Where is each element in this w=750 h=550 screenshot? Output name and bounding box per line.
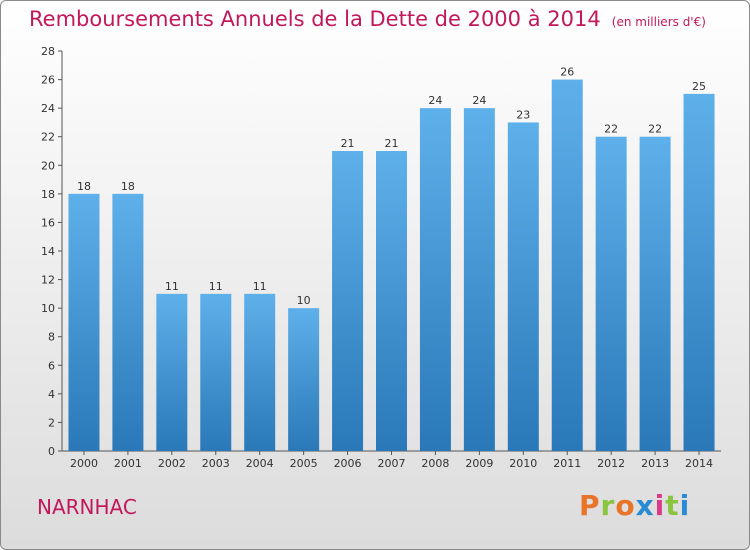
y-tick-label: 16 [41, 216, 55, 229]
data-label: 10 [297, 294, 311, 307]
bar [595, 136, 627, 451]
x-tick-label: 2005 [290, 457, 318, 470]
bars [68, 79, 715, 452]
proxiti-logo: Proxiti [579, 489, 690, 522]
bar [68, 193, 100, 451]
data-label: 23 [516, 108, 530, 121]
x-tick-label: 2001 [114, 457, 142, 470]
data-label: 22 [604, 123, 618, 136]
bar [156, 293, 188, 451]
logo-letter: P [579, 489, 601, 522]
y-tick-label: 22 [41, 131, 55, 144]
data-label: 11 [165, 280, 179, 293]
data-label: 25 [692, 80, 706, 93]
bar [683, 93, 715, 451]
y-tick-label: 26 [41, 74, 55, 87]
data-label: 11 [253, 280, 267, 293]
data-label: 26 [560, 66, 574, 79]
data-label: 21 [385, 137, 399, 150]
x-tick-label: 2013 [641, 457, 669, 470]
y-tick-label: 20 [41, 159, 55, 172]
data-label: 24 [428, 94, 442, 107]
data-label: 18 [77, 180, 91, 193]
bar [112, 193, 144, 451]
x-tick-label: 2009 [465, 457, 493, 470]
y-tick-label: 8 [48, 331, 55, 344]
bar [244, 293, 276, 451]
data-label: 22 [648, 123, 662, 136]
logo-letter: r [600, 489, 616, 522]
logo-letter: x [635, 489, 655, 522]
x-tick-label: 2008 [421, 457, 449, 470]
logo-letter: i [654, 489, 666, 522]
x-tick-label: 2010 [509, 457, 537, 470]
y-tick-label: 12 [41, 274, 55, 287]
data-label: 11 [209, 280, 223, 293]
x-tick-label: 2014 [685, 457, 713, 470]
y-tick-label: 0 [48, 445, 55, 458]
y-tick-label: 18 [41, 188, 55, 201]
title-text: Remboursements Annuels de la Dette de 20… [29, 7, 601, 31]
bar [419, 108, 451, 452]
data-label: 21 [341, 137, 355, 150]
y-tick-label: 10 [41, 302, 55, 315]
y-tick-label: 6 [48, 359, 55, 372]
commune-name: NARNHAC [37, 495, 137, 519]
x-tick-label: 2012 [597, 457, 625, 470]
x-tick-label: 2011 [553, 457, 581, 470]
data-label: 18 [121, 180, 135, 193]
x-tick-label: 2004 [246, 457, 274, 470]
chart-title: Remboursements Annuels de la Dette de 20… [29, 7, 706, 31]
bar [551, 79, 583, 452]
y-tick-label: 4 [48, 388, 55, 401]
bar [288, 308, 320, 451]
unit-note: (en milliers d'€) [611, 15, 706, 29]
y-tick-label: 28 [41, 45, 55, 58]
bar [376, 151, 407, 451]
bar [200, 293, 232, 451]
bar [639, 136, 671, 451]
x-tick-label: 2006 [334, 457, 362, 470]
bar [463, 108, 495, 452]
x-tick-label: 2007 [378, 457, 406, 470]
logo-letter: o [615, 489, 636, 522]
data-labels: 18 18 11 11 11 10 21 21 24 24 23 26 22 22 25 [77, 66, 706, 308]
logo-letter: t [665, 489, 680, 522]
x-tick-label: 2002 [158, 457, 186, 470]
y-tick-label: 14 [41, 245, 55, 258]
y-tick-label: 2 [48, 416, 55, 429]
data-label: 24 [472, 94, 486, 107]
bar [507, 122, 539, 451]
x-tick-label: 2003 [202, 457, 230, 470]
y-tick-label: 24 [41, 102, 55, 115]
bar [332, 151, 364, 451]
logo-letter: i [679, 489, 691, 522]
x-tick-label: 2000 [70, 457, 98, 470]
